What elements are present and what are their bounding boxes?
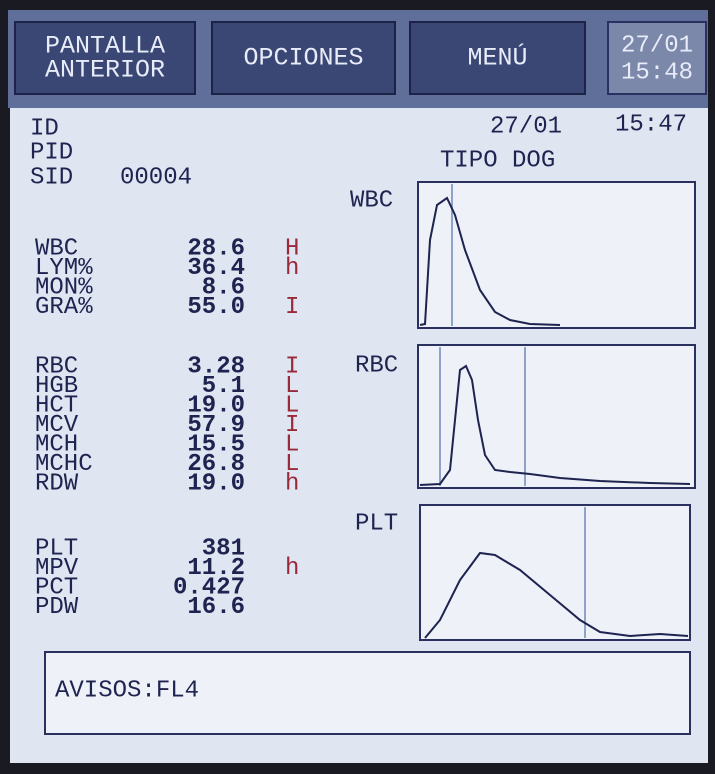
toolbar-date: 27/01 bbox=[621, 32, 693, 59]
warnings: AVISOS:FL4 bbox=[55, 677, 199, 704]
parameter-flag: I bbox=[285, 294, 299, 321]
date: 27/01 bbox=[490, 113, 562, 140]
histogram-label: PLT bbox=[355, 510, 398, 537]
parameter-value: 55.0 bbox=[187, 294, 245, 321]
parameter-value: 19.0 bbox=[187, 470, 245, 497]
parameter-name: RDW bbox=[35, 470, 79, 497]
histogram-frame bbox=[418, 345, 695, 488]
sid-label: SID bbox=[30, 164, 73, 191]
time: 15:47 bbox=[615, 111, 687, 138]
histogram-label: RBC bbox=[355, 352, 398, 379]
histogram-frame bbox=[418, 182, 695, 328]
histogram-frame bbox=[420, 505, 690, 640]
sid-value: 00004 bbox=[120, 164, 192, 191]
parameter-name: GRA% bbox=[35, 294, 93, 321]
device-screen: PANTALLAANTERIOROPCIONESMENÚ 27/01 15:48… bbox=[0, 0, 715, 774]
toolbar-time: 15:48 bbox=[621, 59, 693, 86]
id-label: ID bbox=[30, 115, 59, 142]
parameter-name: PDW bbox=[35, 594, 79, 621]
histogram-label: WBC bbox=[350, 187, 393, 214]
parameter-flag: h bbox=[285, 255, 299, 282]
parameter-value: 16.6 bbox=[187, 594, 245, 621]
sample-type: TIPO DOG bbox=[440, 147, 555, 174]
button-label[interactable]: OPCIONES bbox=[243, 44, 363, 73]
parameter-flag: h bbox=[285, 555, 299, 582]
button-label[interactable]: ANTERIOR bbox=[45, 56, 165, 85]
parameter-flag: h bbox=[285, 470, 299, 497]
pid-label: PID bbox=[30, 139, 73, 166]
button-label[interactable]: MENÚ bbox=[467, 43, 527, 73]
